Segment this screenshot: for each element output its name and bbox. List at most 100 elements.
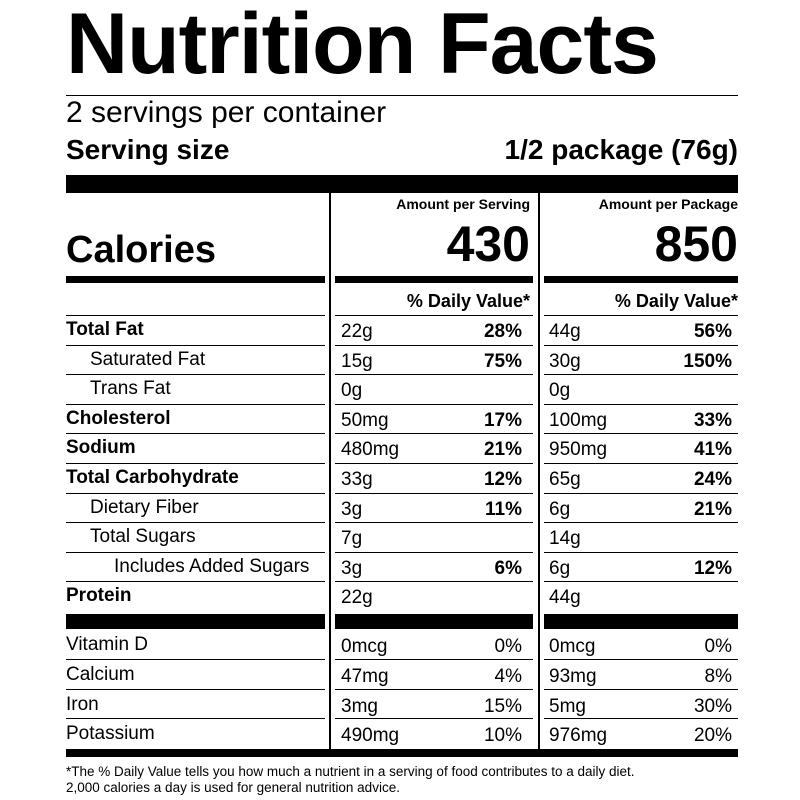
row-separator bbox=[335, 552, 533, 553]
package-daily-value: 56% bbox=[693, 321, 732, 342]
vitamin-serving-daily-value: 0% bbox=[494, 636, 522, 657]
serving-amount: 22g bbox=[341, 321, 373, 342]
vitamin-package-amount: 0mcg bbox=[549, 636, 596, 657]
vitamin-bar-left bbox=[66, 614, 325, 629]
nutrient-name: Total Carbohydrate bbox=[66, 467, 239, 488]
row-separator bbox=[544, 463, 738, 464]
nutrient-name: Total Fat bbox=[66, 319, 144, 340]
serving-amount: 50mg bbox=[341, 409, 389, 431]
vitamin-package-daily-value: 20% bbox=[693, 725, 732, 747]
column-divider-serving bbox=[329, 193, 331, 749]
label-title: Nutrition Facts bbox=[66, 0, 659, 92]
serving-amount: 3g bbox=[341, 498, 363, 520]
row-separator bbox=[544, 659, 738, 660]
nutrient-name: Total Sugars bbox=[90, 526, 196, 548]
row-separator bbox=[335, 433, 533, 434]
serving-daily-value: 21% bbox=[483, 439, 522, 461]
vitamin-package-daily-value: 30% bbox=[693, 695, 732, 717]
serving-amount: 7g bbox=[341, 528, 363, 550]
package-daily-value: 41% bbox=[693, 439, 732, 461]
package-daily-value: 24% bbox=[693, 469, 732, 490]
package-amount: 6g bbox=[549, 498, 571, 520]
serving-size-value: 1/2 package (76g) bbox=[504, 134, 738, 165]
row-separator bbox=[66, 374, 325, 375]
title-divider bbox=[66, 95, 738, 96]
column-divider-package bbox=[538, 193, 540, 749]
row-separator bbox=[66, 315, 325, 316]
row-separator bbox=[544, 433, 738, 434]
vitamin-bar-serving bbox=[335, 614, 533, 629]
row-separator bbox=[544, 315, 738, 316]
vitamin-serving-daily-value: 4% bbox=[494, 665, 522, 687]
calories-label: Calories bbox=[66, 229, 216, 271]
vitamin-name: Calcium bbox=[66, 663, 135, 685]
row-separator bbox=[66, 404, 325, 405]
nutrient-name: Dietary Fiber bbox=[90, 496, 199, 518]
serving-daily-value: 11% bbox=[485, 498, 522, 520]
serving-daily-value: 17% bbox=[483, 409, 522, 431]
row-separator bbox=[544, 581, 738, 582]
vitamin-package-daily-value: 8% bbox=[704, 665, 732, 687]
serving-daily-value: 75% bbox=[483, 350, 522, 372]
row-separator bbox=[335, 493, 533, 494]
vitamin-package-amount: 5mg bbox=[549, 695, 586, 717]
row-separator bbox=[544, 718, 738, 719]
package-amount: 14g bbox=[549, 528, 581, 550]
row-separator bbox=[544, 345, 738, 346]
vitamin-package-amount: 93mg bbox=[549, 665, 597, 687]
calories-bar-left bbox=[66, 276, 325, 283]
daily-value-header-serving: % Daily Value* bbox=[406, 291, 530, 311]
row-separator bbox=[66, 581, 325, 582]
package-amount: 30g bbox=[549, 350, 581, 372]
serving-amount: 15g bbox=[341, 350, 373, 372]
row-separator bbox=[335, 718, 533, 719]
package-daily-value: 12% bbox=[693, 557, 732, 579]
calories-bar-package bbox=[544, 276, 738, 283]
row-separator bbox=[544, 374, 738, 375]
nutrient-name: Protein bbox=[66, 585, 132, 607]
row-separator bbox=[66, 345, 325, 346]
vitamin-name: Iron bbox=[66, 693, 99, 715]
package-amount: 0g bbox=[549, 380, 571, 402]
serving-size-label: Serving size bbox=[66, 134, 230, 165]
row-separator bbox=[335, 689, 533, 690]
footnote-line-1: *The % Daily Value tells you how much a … bbox=[66, 764, 635, 779]
row-separator bbox=[544, 493, 738, 494]
package-amount: 950mg bbox=[549, 439, 608, 461]
row-separator bbox=[335, 581, 533, 582]
serving-amount: 33g bbox=[341, 469, 373, 490]
vitamin-serving-amount: 490mg bbox=[341, 725, 400, 747]
row-separator bbox=[66, 522, 325, 523]
row-separator bbox=[66, 552, 325, 553]
row-separator bbox=[66, 659, 325, 660]
package-amount: 44g bbox=[549, 321, 581, 342]
serving-amount: 22g bbox=[341, 587, 373, 609]
row-separator bbox=[544, 552, 738, 553]
package-amount: 44g bbox=[549, 587, 581, 609]
amount-per-package-header: Amount per Package bbox=[598, 196, 738, 212]
row-separator bbox=[544, 522, 738, 523]
vitamin-serving-amount: 47mg bbox=[341, 665, 389, 687]
vitamin-package-daily-value: 0% bbox=[704, 636, 732, 657]
vitamin-serving-daily-value: 10% bbox=[483, 725, 522, 747]
row-separator bbox=[335, 345, 533, 346]
row-separator bbox=[544, 689, 738, 690]
package-amount: 100mg bbox=[549, 409, 608, 431]
serving-amount: 0g bbox=[341, 380, 363, 402]
vitamin-name: Vitamin D bbox=[66, 634, 149, 655]
servings-per-container: 2 servings per container bbox=[66, 96, 387, 129]
nutrient-name: Includes Added Sugars bbox=[114, 555, 310, 577]
row-separator bbox=[335, 404, 533, 405]
row-separator bbox=[335, 463, 533, 464]
row-separator bbox=[335, 315, 533, 316]
serving-daily-value: 6% bbox=[494, 557, 522, 579]
calories-per-serving: 430 bbox=[446, 216, 530, 272]
package-amount: 65g bbox=[549, 469, 581, 490]
serving-amount: 480mg bbox=[341, 439, 400, 461]
row-separator bbox=[335, 659, 533, 660]
footnote-line-2: 2,000 calories a day is used for general… bbox=[66, 780, 400, 795]
nutrient-name: Saturated Fat bbox=[90, 348, 206, 370]
calories-per-package: 850 bbox=[654, 216, 738, 272]
package-daily-value: 33% bbox=[693, 409, 732, 431]
calories-bar-serving bbox=[335, 276, 533, 283]
